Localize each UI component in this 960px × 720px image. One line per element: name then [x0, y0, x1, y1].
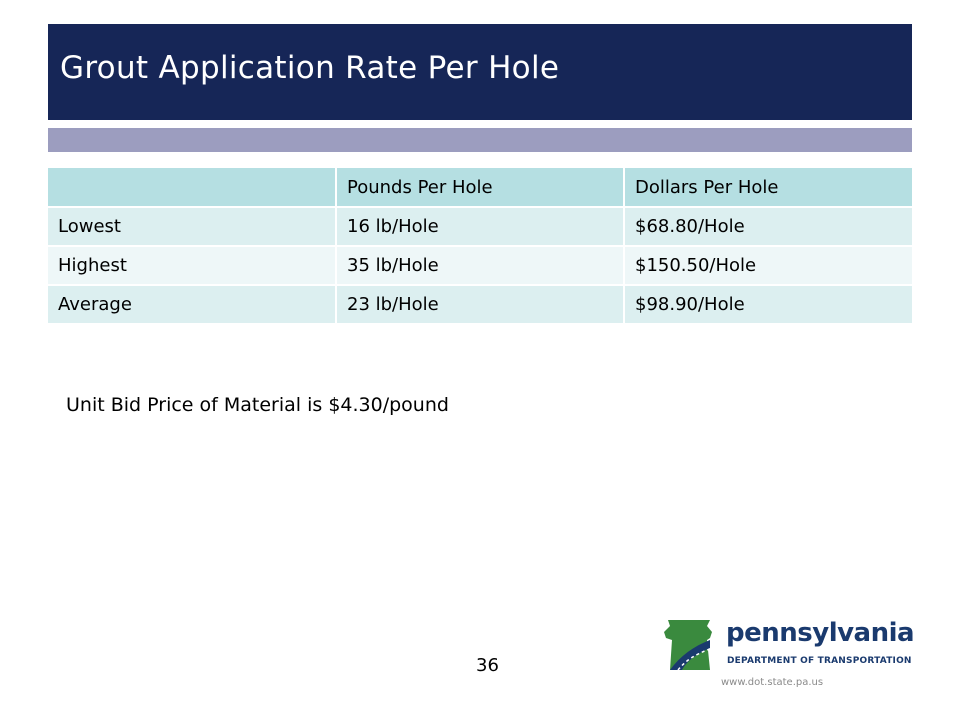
table-cell: Average	[48, 285, 337, 325]
table-cell: 16 lb/Hole	[336, 207, 625, 247]
table-header-cell	[48, 168, 337, 208]
grout-rate-table: Pounds Per Hole Dollars Per Hole Lowest …	[48, 168, 912, 325]
table-cell: $150.50/Hole	[624, 246, 912, 286]
table-cell: Highest	[48, 246, 337, 286]
logo-wordmark: pennsylvania	[726, 618, 915, 648]
accent-bar	[48, 128, 912, 152]
table-header-row: Pounds Per Hole Dollars Per Hole	[48, 168, 912, 208]
table-cell: 35 lb/Hole	[336, 246, 625, 286]
penndot-logo: pennsylvania DEPARTMENT OF TRANSPORTATIO…	[660, 616, 915, 678]
table-cell: Lowest	[48, 207, 337, 247]
table-header-cell: Pounds Per Hole	[336, 168, 625, 208]
keystone-icon	[664, 620, 712, 671]
table-header-cell: Dollars Per Hole	[624, 168, 912, 208]
table-row: Highest 35 lb/Hole $150.50/Hole	[48, 246, 912, 286]
website-url: www.dot.state.pa.us	[721, 677, 824, 688]
table-cell: $98.90/Hole	[624, 285, 912, 325]
slide-title: Grout Application Rate Per Hole	[60, 50, 560, 86]
logo-department: DEPARTMENT OF TRANSPORTATION	[727, 656, 912, 666]
unit-price-note: Unit Bid Price of Material is $4.30/poun…	[66, 394, 449, 416]
table-row: Average 23 lb/Hole $98.90/Hole	[48, 285, 912, 325]
page-number: 36	[476, 655, 499, 676]
table-cell: $68.80/Hole	[624, 207, 912, 247]
table-cell: 23 lb/Hole	[336, 285, 625, 325]
table-row: Lowest 16 lb/Hole $68.80/Hole	[48, 207, 912, 247]
title-bar: Grout Application Rate Per Hole	[48, 24, 912, 120]
